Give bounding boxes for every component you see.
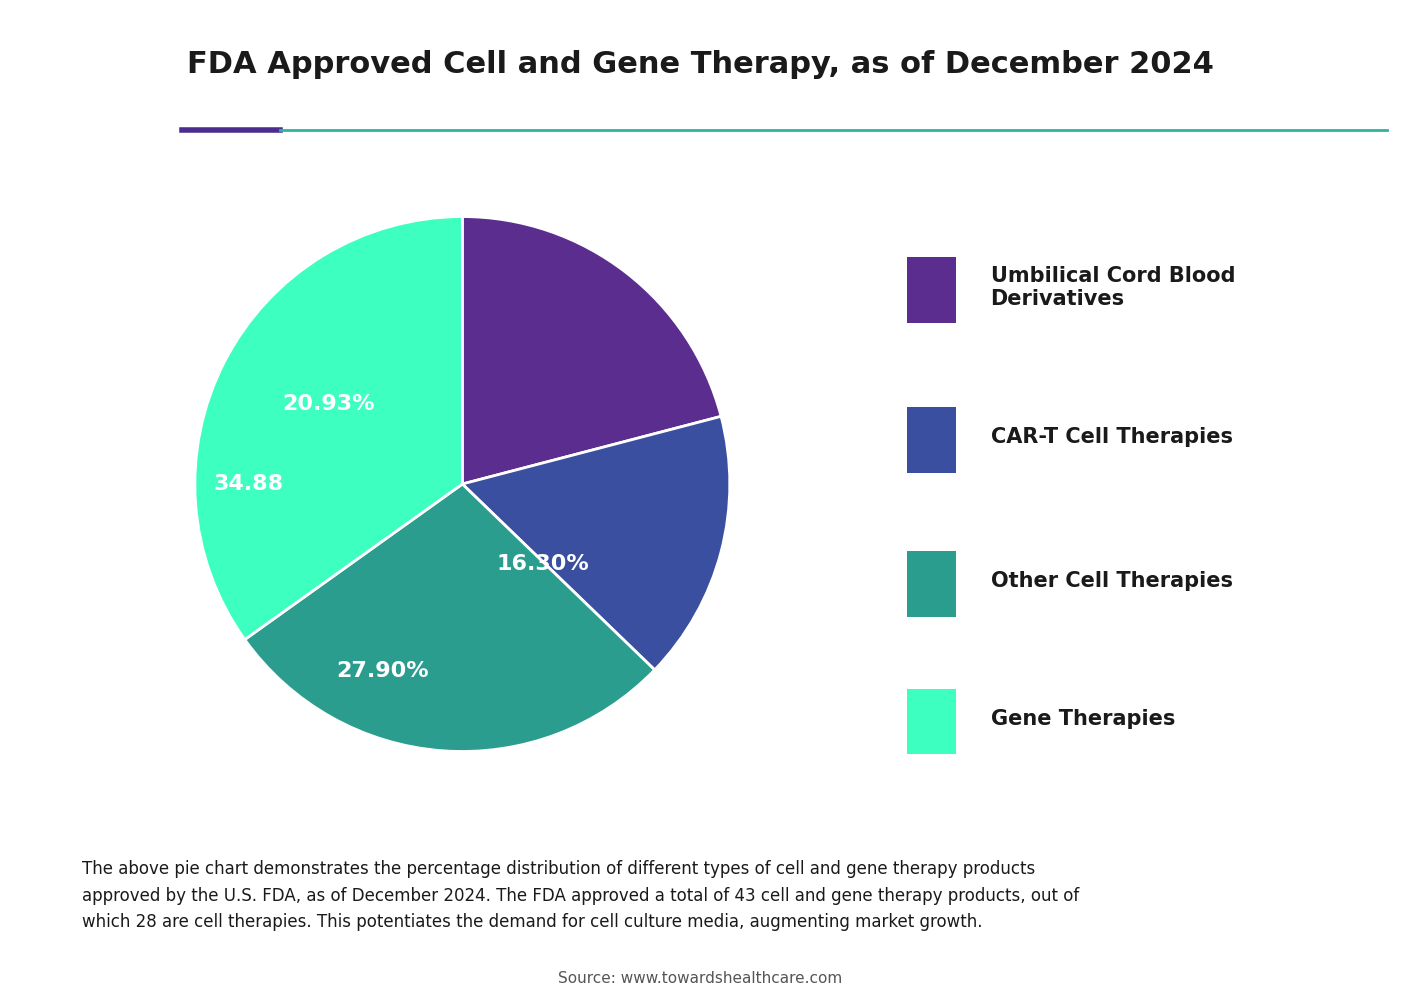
Text: FDA Approved Cell and Gene Therapy, as of December 2024: FDA Approved Cell and Gene Therapy, as o… [188, 50, 1213, 80]
Wedge shape [462, 217, 722, 484]
Text: Source: www.towardshealthcare.com: Source: www.towardshealthcare.com [559, 970, 842, 986]
Text: Umbilical Cord Blood
Derivatives: Umbilical Cord Blood Derivatives [991, 265, 1236, 309]
Wedge shape [462, 416, 730, 670]
Text: Other Cell Therapies: Other Cell Therapies [991, 571, 1233, 591]
Text: CAR-T Cell Therapies: CAR-T Cell Therapies [991, 427, 1233, 447]
FancyBboxPatch shape [908, 257, 955, 323]
Text: 27.90%: 27.90% [336, 662, 429, 682]
FancyBboxPatch shape [908, 689, 955, 754]
FancyBboxPatch shape [908, 407, 955, 473]
Text: 34.88: 34.88 [213, 474, 283, 494]
FancyBboxPatch shape [908, 551, 955, 617]
Text: 20.93%: 20.93% [283, 394, 375, 414]
Text: Gene Therapies: Gene Therapies [991, 709, 1175, 729]
Text: The above pie chart demonstrates the percentage distribution of different types : The above pie chart demonstrates the per… [81, 860, 1079, 931]
Wedge shape [245, 484, 654, 751]
Wedge shape [195, 217, 462, 640]
Text: 16.30%: 16.30% [496, 554, 588, 574]
